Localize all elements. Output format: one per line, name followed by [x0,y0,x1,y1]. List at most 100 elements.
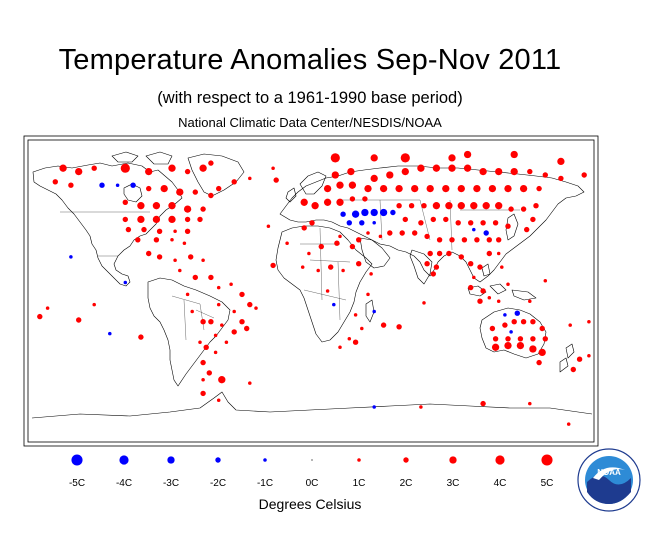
anomaly-dot [201,258,205,263]
anomaly-dot [378,234,383,239]
anomaly-dot [229,282,233,286]
coast-greenland [187,153,245,197]
anomaly-dot [141,226,147,233]
anomaly-dot [445,202,453,210]
coast-scandinavia [299,171,327,195]
anomaly-dot [473,184,481,193]
anomaly-dot [323,198,332,206]
anomaly-dot [379,184,388,193]
anomaly-dot [530,319,536,325]
anomaly-dot [239,319,245,325]
anomaly-dot [492,220,499,226]
anomaly-dot [184,168,191,175]
anomaly-dot [183,205,192,213]
anomaly-dot [386,171,394,179]
anomaly-dot [152,202,161,210]
anomaly-dot [488,184,497,193]
anomaly-dot [480,288,486,294]
anomaly-dot [254,306,258,310]
anomaly-dot [216,285,221,290]
anomaly-dot [153,237,160,243]
anomaly-dot [200,319,206,325]
anomaly-dot [168,164,176,172]
country-borders [60,199,520,341]
legend-dots [71,454,553,466]
anomaly-dot [505,336,511,342]
coast-north-america [32,162,183,287]
anomaly-dot [359,220,365,226]
anomaly-dot [379,208,388,217]
anomaly-dot [247,301,253,308]
anomaly-dot [192,274,198,281]
anomaly-dot [372,405,376,409]
anomaly-dot [160,184,168,193]
anomaly-dot [208,160,214,166]
anomaly-dot [432,164,441,172]
anomaly-dot [458,254,464,260]
anomaly-dot [120,163,130,173]
anomaly-dot [316,268,320,273]
anomaly-dot [192,189,198,195]
anomaly-dot [200,390,206,397]
coastlines [31,151,593,419]
logo-bird [593,467,625,480]
anomaly-dot [401,167,409,176]
anomaly-dot [122,199,128,205]
anomaly-dot [477,298,483,304]
anomaly-dot [184,228,191,234]
anomaly-dot [457,202,465,210]
anomaly-dot [495,202,503,210]
legend-label: 2C [399,478,413,489]
anomaly-dot [411,184,419,193]
anomaly-dot [330,153,340,163]
legend-label: 5C [540,478,554,489]
anomaly-dot [168,202,176,210]
logo-text: NOAA [597,468,621,477]
anomaly-dot [122,216,128,223]
anomaly-dot [336,198,344,206]
anomaly-dot [520,319,527,325]
legend-marker [215,457,221,463]
anomaly-dot [516,341,525,350]
legend-marker [263,458,267,462]
anomaly-dot [508,206,514,212]
anomaly-dot [455,220,461,226]
anomaly-dot [334,240,340,246]
legend-label: -4C [115,478,133,489]
anomaly-dot [347,337,352,341]
anomaly-dot [443,216,449,223]
anomaly-dot [408,203,415,209]
anomaly-dot [338,234,342,239]
anomaly-dot [483,230,489,236]
anomaly-dot [587,354,591,358]
legend-label: 1C [352,478,366,489]
anomaly-dot [536,185,542,192]
anomaly-dot [213,333,218,338]
anomaly-dot [309,220,315,226]
anomaly-dot [200,206,206,212]
coast-europe-asia [279,165,585,283]
anomaly-dot [558,175,564,182]
anomaly-dot [108,331,112,336]
anomaly-dot [146,250,152,257]
anomaly-dot [231,329,237,335]
anomaly-dot [430,216,436,223]
anomaly-dot [125,226,132,233]
anomaly-dot [156,228,163,234]
coast-new-zealand [559,343,575,373]
anomaly-dot [399,230,405,236]
anomaly-dot [530,336,536,342]
anomaly-dot [463,164,472,172]
anomaly-dot [301,225,307,231]
anomaly-dot [527,168,533,175]
anomaly-dot [539,325,545,332]
anomaly-dot [173,258,177,263]
anomaly-dot [509,330,513,334]
anomaly-dot [176,188,184,196]
anomaly-dot [426,184,434,193]
anomaly-dot [472,227,476,232]
coast-arabia [359,237,391,269]
anomaly-dot [457,184,465,193]
anomaly-dot [325,289,330,293]
